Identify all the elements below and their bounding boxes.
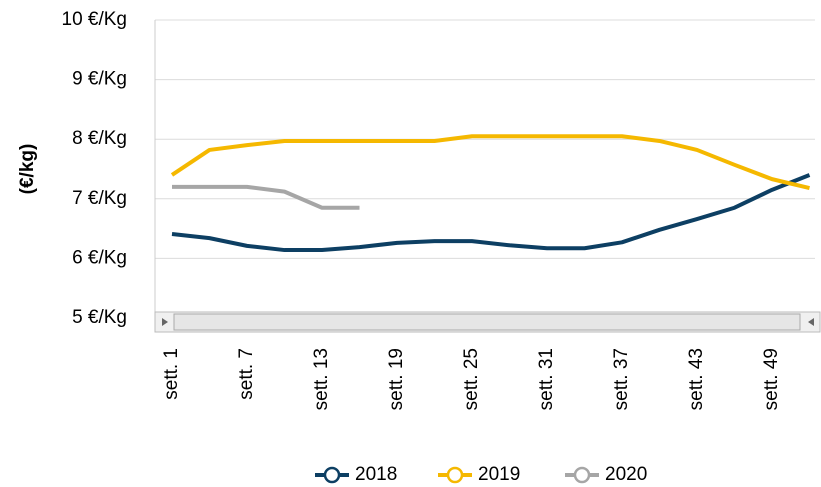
series-line <box>172 184 360 210</box>
legend-marker <box>446 466 464 484</box>
legend-marker <box>323 466 341 484</box>
legend-label: 2019 <box>478 464 520 485</box>
series-line <box>170 134 810 191</box>
y-tick-label: 7 €/Kg <box>72 188 127 209</box>
y-tick-label: 5 €/Kg <box>72 307 127 328</box>
y-tick-label: 6 €/Kg <box>72 247 127 268</box>
x-tick-label: sett. 25 <box>461 348 482 410</box>
y-axis-title: (€/kg) <box>17 144 38 195</box>
y-tick-label: 9 €/Kg <box>72 69 127 90</box>
x-tick-label: sett. 19 <box>386 348 407 410</box>
series-line <box>171 173 811 253</box>
scroll-left[interactable] <box>162 318 168 326</box>
x-tick-label: sett. 1 <box>161 348 182 400</box>
scrollbar[interactable] <box>154 311 821 333</box>
x-tick-label: sett. 43 <box>686 348 707 410</box>
x-tick-label: sett. 31 <box>536 348 557 410</box>
x-tick-label: sett. 37 <box>611 348 632 410</box>
x-tick-label: sett. 49 <box>761 348 782 410</box>
legend-marker <box>573 466 591 484</box>
legend-label: 2020 <box>605 464 647 485</box>
x-tick-label: sett. 7 <box>236 348 257 400</box>
y-tick-label: 8 €/Kg <box>72 128 127 149</box>
scroll-thumb[interactable] <box>173 313 801 331</box>
y-tick-label: 10 €/Kg <box>62 9 128 30</box>
x-tick-label: sett. 13 <box>311 348 332 410</box>
scroll-right[interactable] <box>808 318 814 326</box>
legend-label: 2018 <box>355 464 397 485</box>
